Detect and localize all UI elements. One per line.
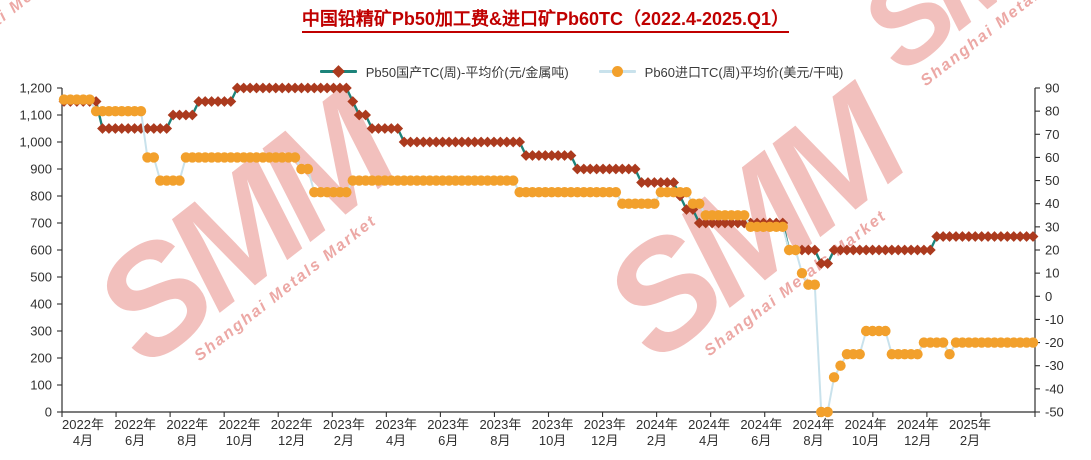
svg-text:1,200: 1,200 xyxy=(19,81,52,96)
svg-text:0: 0 xyxy=(45,405,52,420)
legend-label-pb60: Pb60进口TC(周)平均价(美元/干吨) xyxy=(644,65,844,80)
svg-text:2024年: 2024年 xyxy=(897,417,939,432)
svg-text:2月: 2月 xyxy=(647,433,667,448)
svg-text:40: 40 xyxy=(1045,196,1059,211)
svg-text:2022年: 2022年 xyxy=(62,417,104,432)
chart-title: 中国铅精矿Pb50加工费&进口矿Pb60TC（2022.4-2025.Q1） xyxy=(0,5,1091,33)
svg-text:2023年: 2023年 xyxy=(375,417,417,432)
svg-text:2024年: 2024年 xyxy=(845,417,887,432)
svg-text:8月: 8月 xyxy=(803,433,823,448)
svg-text:-50: -50 xyxy=(1045,405,1064,420)
svg-text:900: 900 xyxy=(30,162,52,177)
svg-text:12月: 12月 xyxy=(591,433,618,448)
svg-text:2023年: 2023年 xyxy=(584,417,626,432)
svg-text:2022年: 2022年 xyxy=(219,417,261,432)
svg-text:2024年: 2024年 xyxy=(740,417,782,432)
svg-text:-30: -30 xyxy=(1045,358,1064,373)
svg-text:300: 300 xyxy=(30,324,52,339)
series-pb60 xyxy=(58,94,1039,418)
svg-text:4月: 4月 xyxy=(386,433,406,448)
teal-line-swatch xyxy=(319,64,357,78)
svg-text:400: 400 xyxy=(30,297,52,312)
chart-legend: Pb50国产TC(周)-平均价(元/金属吨) Pb60进口TC(周)平均价(美元… xyxy=(36,62,1091,81)
svg-text:6月: 6月 xyxy=(438,433,458,448)
svg-text:700: 700 xyxy=(30,216,52,231)
svg-text:600: 600 xyxy=(30,243,52,258)
x-axis: 2022年4月2022年6月2022年8月2022年10月2022年12月202… xyxy=(61,412,1036,448)
svg-text:4月: 4月 xyxy=(73,433,93,448)
svg-text:2022年: 2022年 xyxy=(166,417,208,432)
svg-text:2022年: 2022年 xyxy=(271,417,313,432)
svg-text:30: 30 xyxy=(1045,219,1059,234)
svg-text:60: 60 xyxy=(1045,150,1059,165)
legend-item-pb60: Pb60进口TC(周)平均价(美元/干吨) xyxy=(598,62,844,81)
y-axis-left: 1,200 1,100 1,000 900 800 700 600 500 400 300 200 1… xyxy=(19,81,62,420)
svg-text:70: 70 xyxy=(1045,127,1059,142)
svg-text:-10: -10 xyxy=(1045,312,1064,327)
svg-text:2023年: 2023年 xyxy=(427,417,469,432)
svg-text:-20: -20 xyxy=(1045,335,1064,350)
svg-text:2023年: 2023年 xyxy=(479,417,521,432)
svg-text:50: 50 xyxy=(1045,173,1059,188)
svg-text:2月: 2月 xyxy=(960,433,980,448)
svg-text:2024年: 2024年 xyxy=(793,417,835,432)
svg-text:500: 500 xyxy=(30,270,52,285)
legend-item-pb50: Pb50国产TC(周)-平均价(元/金属吨) xyxy=(319,62,569,81)
svg-text:8月: 8月 xyxy=(490,433,510,448)
svg-text:200: 200 xyxy=(30,351,52,366)
svg-text:2月: 2月 xyxy=(334,433,354,448)
svg-text:10月: 10月 xyxy=(852,433,879,448)
svg-text:6月: 6月 xyxy=(125,433,145,448)
svg-text:90: 90 xyxy=(1045,81,1059,96)
svg-text:2023年: 2023年 xyxy=(532,417,574,432)
svg-text:10月: 10月 xyxy=(226,433,253,448)
lightblue-line-swatch xyxy=(598,66,636,77)
svg-text:6月: 6月 xyxy=(751,433,771,448)
y-axis-right: 90 80 70 60 50 40 30 20 10 0 -10 -20 -30 -40 -50 xyxy=(1035,81,1064,420)
svg-text:1,100: 1,100 xyxy=(19,108,52,123)
svg-text:4月: 4月 xyxy=(699,433,719,448)
diamond-marker-icon xyxy=(331,64,345,78)
svg-text:2024年: 2024年 xyxy=(688,417,730,432)
svg-text:10月: 10月 xyxy=(539,433,566,448)
svg-text:80: 80 xyxy=(1045,104,1059,119)
svg-text:20: 20 xyxy=(1045,243,1059,258)
svg-text:12月: 12月 xyxy=(904,433,931,448)
svg-text:100: 100 xyxy=(30,378,52,393)
svg-text:-40: -40 xyxy=(1045,381,1064,396)
svg-text:2025年: 2025年 xyxy=(949,417,991,432)
series-pb50 xyxy=(58,82,1039,269)
svg-text:800: 800 xyxy=(30,189,52,204)
legend-label-pb50: Pb50国产TC(周)-平均价(元/金属吨) xyxy=(365,65,569,80)
svg-text:0: 0 xyxy=(1045,289,1052,304)
svg-text:2024年: 2024年 xyxy=(636,417,678,432)
svg-text:12月: 12月 xyxy=(278,433,305,448)
svg-text:8月: 8月 xyxy=(177,433,197,448)
svg-text:10: 10 xyxy=(1045,266,1059,281)
svg-text:2023年: 2023年 xyxy=(323,417,365,432)
svg-text:1,000: 1,000 xyxy=(19,135,52,150)
svg-text:2022年: 2022年 xyxy=(114,417,156,432)
circle-marker-icon xyxy=(611,66,623,77)
